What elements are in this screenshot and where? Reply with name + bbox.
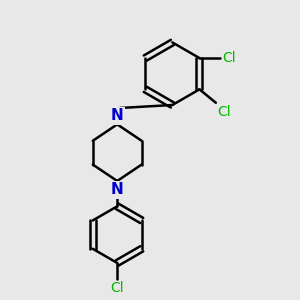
Text: N: N — [111, 182, 124, 197]
Text: N: N — [111, 108, 124, 123]
Text: Cl: Cl — [110, 281, 124, 296]
Text: Cl: Cl — [217, 105, 231, 119]
Text: Cl: Cl — [222, 51, 236, 65]
